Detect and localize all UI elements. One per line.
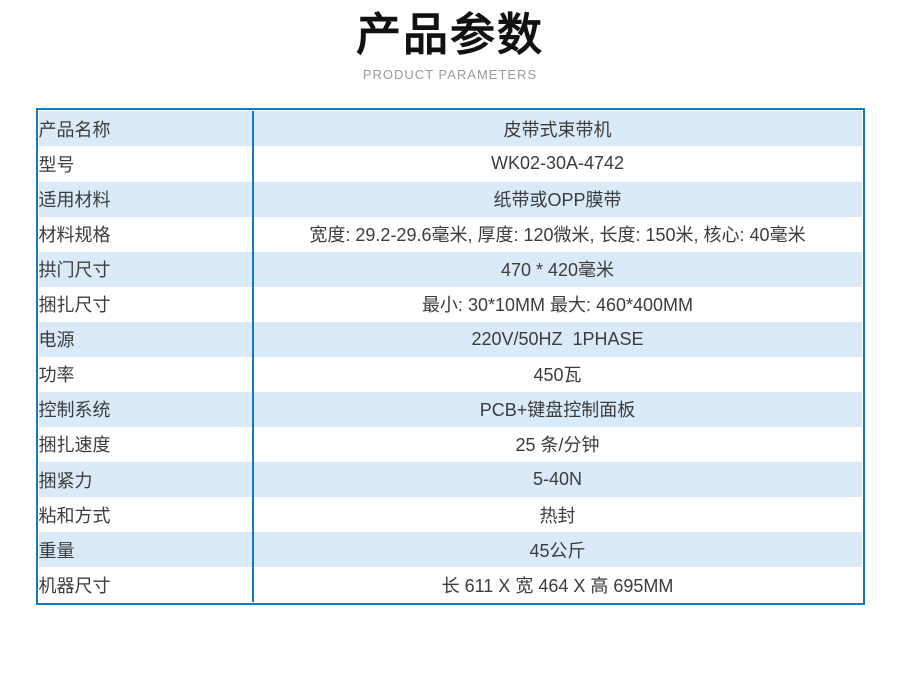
table-row: 机器尺寸 长 611 X 宽 464 X 高 695MM	[38, 567, 862, 603]
spec-label: 机器尺寸	[38, 567, 254, 603]
spec-value: PCB+键盘控制面板	[479, 400, 636, 421]
spec-value: 最小: 30*10MM 最大: 460*400MM	[421, 295, 694, 316]
table-row: 拱门尺寸 470 * 420毫米	[38, 251, 862, 287]
table-row: 型号 WK02-30A-4742	[38, 146, 862, 182]
spec-label: 材料规格	[38, 216, 254, 252]
table-row: 粘和方式 热封	[38, 497, 862, 533]
spec-table: 产品名称 皮带式束带机型号 WK02-30A-4742 适用材料 纸带或OPP膜带材料规…	[38, 111, 862, 603]
table-row: 重量 45公斤	[38, 532, 862, 568]
spec-value: 纸带或OPP膜带	[493, 190, 622, 211]
spec-value: 热封	[539, 505, 576, 526]
spec-label: 控制系统	[38, 391, 254, 427]
spec-value: 220V/50HZ 1PHASE	[471, 328, 644, 349]
spec-label: 重量	[38, 532, 254, 568]
table-row: 功率 450瓦	[38, 356, 862, 392]
table-row: 捆扎尺寸 最小: 30*10MM 最大: 460*400MM	[38, 286, 862, 322]
page-title: 产品参数	[355, 9, 544, 60]
page-subtitle: PRODUCT PARAMETERS	[362, 67, 538, 83]
spec-value: 25 条/分钟	[515, 435, 600, 456]
product-parameters-page: 产品参数 PRODUCT PARAMETERS 产品名称 皮带式束带机型号 WK02…	[0, 9, 900, 606]
spec-label: 拱门尺寸	[38, 251, 254, 287]
table-row: 捆紧力 5-40N	[38, 462, 862, 498]
spec-label: 捆扎速度	[38, 426, 254, 463]
spec-value: 皮带式束带机	[503, 119, 612, 140]
table-row: 适用材料 纸带或OPP膜带	[38, 181, 862, 217]
table-row: 材料规格 宽度: 29.2-29.6毫米, 厚度: 120微米, 长度: 150米…	[38, 216, 862, 252]
page-header: 产品参数 PRODUCT PARAMETERS	[0, 9, 900, 83]
spec-value: 470 * 420毫米	[500, 260, 615, 281]
spec-value: WK02-30A-4742	[490, 153, 625, 174]
spec-label: 型号	[38, 146, 254, 182]
table-row: 电源 220V/50HZ 1PHASE	[38, 321, 862, 357]
spec-label: 捆紧力	[38, 462, 254, 498]
spec-label: 适用材料	[38, 181, 254, 217]
spec-label: 功率	[38, 356, 254, 392]
spec-label: 产品名称	[38, 111, 254, 147]
spec-value: 450瓦	[533, 365, 582, 386]
table-row: 捆扎速度 25 条/分钟	[38, 426, 862, 463]
spec-label: 粘和方式	[38, 497, 254, 533]
table-row: 产品名称 皮带式束带机	[38, 111, 862, 147]
spec-value: 45公斤	[529, 540, 586, 561]
spec-label: 捆扎尺寸	[38, 286, 254, 322]
table-row: 控制系统 PCB+键盘控制面板	[38, 391, 862, 427]
spec-value: 长 611 X 宽 464 X 高 695MM	[441, 575, 674, 596]
spec-label: 电源	[38, 321, 254, 357]
spec-value: 5-40N	[532, 469, 583, 490]
spec-value: 宽度: 29.2-29.6毫米, 厚度: 120微米, 长度: 150米, 核心…	[309, 225, 806, 246]
spec-table-body: 产品名称 皮带式束带机型号 WK02-30A-4742 适用材料 纸带或OPP膜带材料规…	[38, 111, 862, 603]
spec-table-frame: 产品名称 皮带式束带机型号 WK02-30A-4742 适用材料 纸带或OPP膜带材料规…	[35, 108, 865, 606]
